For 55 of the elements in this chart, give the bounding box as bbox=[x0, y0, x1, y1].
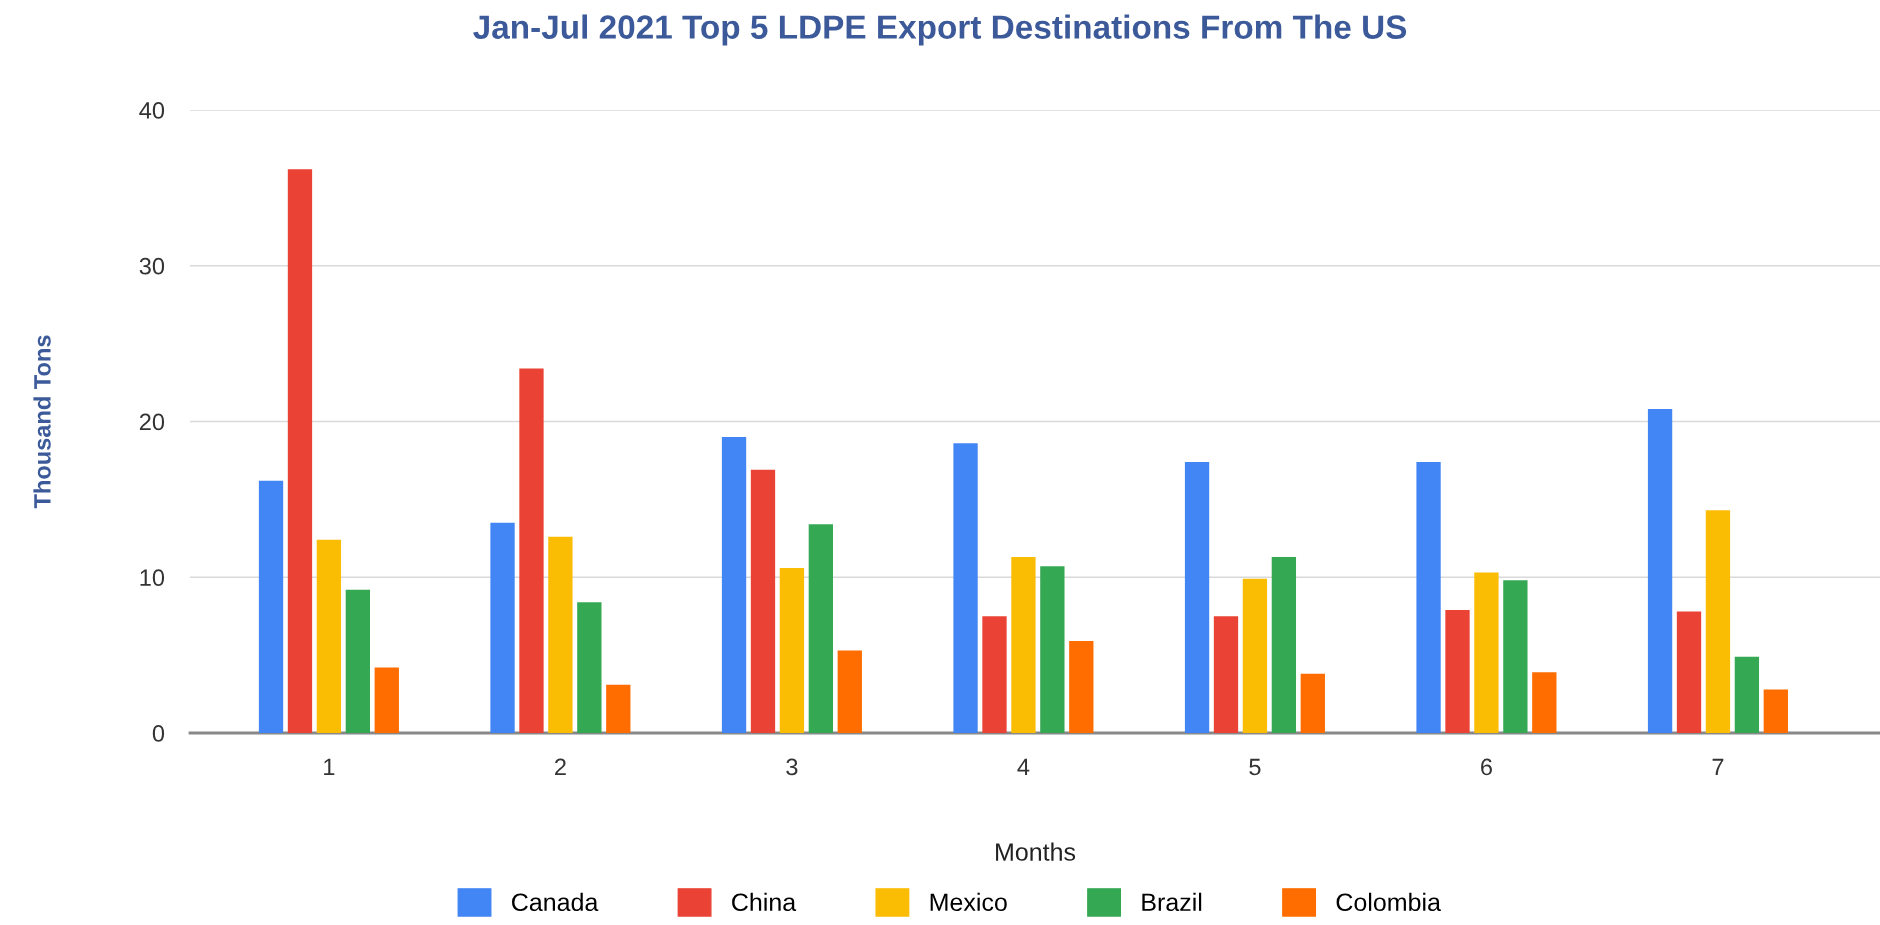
bar bbox=[1069, 641, 1094, 733]
x-tick-label: 6 bbox=[1481, 758, 1492, 776]
bar bbox=[779, 567, 805, 733]
legend-label: Brazil bbox=[1142, 892, 1202, 912]
y-tick-label: 0 bbox=[152, 725, 165, 742]
x-tick-label: 2 bbox=[555, 758, 566, 776]
y-tick-label: 40 bbox=[139, 102, 165, 119]
x-tick-label: 3 bbox=[786, 758, 798, 776]
bar bbox=[1474, 572, 1499, 733]
bar bbox=[548, 536, 573, 733]
y-tick-label: 10 bbox=[140, 569, 165, 587]
bar bbox=[577, 602, 602, 733]
bar bbox=[374, 667, 399, 733]
bar bbox=[1445, 609, 1470, 733]
bar bbox=[1416, 461, 1441, 733]
x-tick-label: 5 bbox=[1249, 758, 1261, 776]
bar bbox=[982, 616, 1007, 733]
bar bbox=[345, 589, 370, 733]
y-tick-label: 30 bbox=[139, 257, 165, 275]
bar bbox=[750, 469, 776, 733]
legend-label: Canada bbox=[512, 892, 599, 912]
bar bbox=[606, 684, 631, 733]
x-tick-label: 4 bbox=[1017, 758, 1030, 776]
bar bbox=[1271, 557, 1297, 733]
y-tick-label: 20 bbox=[139, 413, 165, 431]
bar bbox=[1242, 578, 1268, 733]
bar bbox=[287, 169, 313, 733]
bar bbox=[1503, 580, 1528, 733]
y-axis-title: Thousand Tons bbox=[33, 335, 51, 509]
bar bbox=[490, 522, 515, 733]
legend-label: Colombia bbox=[1336, 892, 1441, 912]
x-axis-title: Months bbox=[996, 842, 1076, 861]
x-tick-label: 7 bbox=[1712, 758, 1724, 776]
legend-label: Mexico bbox=[930, 892, 1007, 912]
bar bbox=[1011, 557, 1036, 733]
bar bbox=[519, 368, 544, 733]
bar bbox=[258, 480, 284, 733]
bar bbox=[953, 443, 978, 733]
bar bbox=[837, 650, 862, 733]
x-tick-label: 1 bbox=[324, 758, 335, 776]
bar bbox=[1184, 461, 1210, 733]
bar bbox=[1040, 566, 1065, 733]
chart-title: Jan-Jul 2021 Top 5 LDPE Export Destinations From The US bbox=[473, 14, 1407, 46]
bar bbox=[721, 437, 747, 733]
bar bbox=[1532, 672, 1557, 733]
bar bbox=[1300, 673, 1325, 733]
bar bbox=[1647, 409, 1673, 733]
bar bbox=[1763, 689, 1788, 733]
bar bbox=[1676, 611, 1702, 733]
bar bbox=[1213, 616, 1239, 733]
bar bbox=[1705, 510, 1731, 733]
bar bbox=[808, 524, 834, 733]
legend-label: China bbox=[732, 892, 797, 912]
bar bbox=[1734, 656, 1760, 733]
bar bbox=[316, 539, 342, 733]
